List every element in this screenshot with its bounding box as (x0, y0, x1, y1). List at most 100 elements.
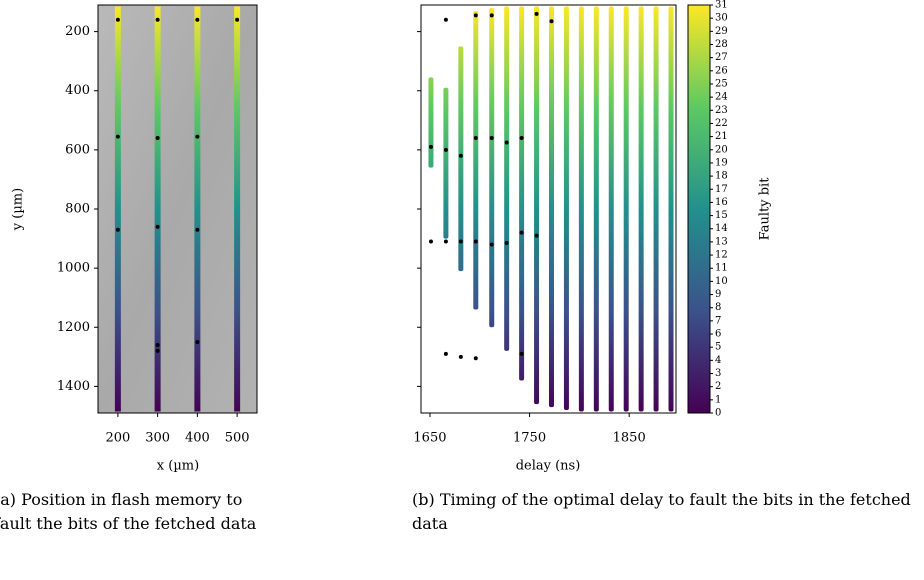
colorbar-tick-label: 25 (715, 78, 728, 89)
fault-point (195, 134, 200, 139)
x-tick-label: 1850 (613, 431, 646, 446)
fault-point (473, 239, 478, 244)
delay-column (578, 6, 584, 412)
colorbar-tick-label: 24 (715, 92, 728, 103)
fault-point (489, 136, 494, 141)
caption: (b) Timing of the optimal delay to fault… (412, 490, 911, 533)
bit-strip (234, 6, 241, 412)
bit-strip (114, 6, 121, 412)
fault-point (195, 227, 200, 232)
fault-point (195, 17, 200, 22)
fault-point (155, 17, 160, 22)
x-tick-label: 1750 (513, 431, 546, 446)
x-tick-label: 200 (105, 431, 130, 446)
x-tick-label: 500 (225, 431, 250, 446)
y-tick-label: 1400 (57, 379, 90, 394)
fault-point (443, 147, 448, 152)
colorbar-tick-label: 15 (715, 210, 728, 221)
fault-point (458, 239, 463, 244)
fault-point (519, 351, 524, 356)
fault-point (489, 13, 494, 18)
x-tick-label: 400 (185, 431, 210, 446)
y-tick-label: 1000 (57, 261, 90, 276)
delay-column (563, 6, 569, 411)
colorbar-tick-label: 10 (715, 276, 728, 287)
colorbar-tick-label: 30 (715, 13, 728, 24)
colorbar-tick-label: 31 (715, 0, 728, 11)
colorbar-tick-label: 28 (715, 39, 728, 50)
fault-point (504, 140, 509, 145)
delay-column (473, 10, 479, 310)
y-tick-label: 1200 (57, 320, 90, 335)
colorbar-tick-label: 14 (715, 223, 728, 234)
fault-point (534, 11, 539, 16)
colorbar-tick-label: 4 (715, 355, 721, 366)
fault-point (115, 134, 120, 139)
fault-point (443, 351, 448, 356)
delay-column (593, 6, 599, 412)
delay-column (608, 6, 614, 412)
y-tick-label: 200 (65, 24, 90, 39)
delay-column (653, 6, 659, 412)
fault-point (519, 136, 524, 141)
colorbar-tick-label: 9 (715, 289, 721, 300)
y-tick-label: 800 (65, 202, 90, 217)
colorbar-tick-label: 16 (715, 197, 728, 208)
fault-point (115, 227, 120, 232)
colorbar-tick-label: 6 (715, 329, 721, 340)
colorbar-tick-label: 0 (715, 408, 721, 419)
colorbar-tick-label: 5 (715, 342, 721, 353)
fault-point (428, 239, 433, 244)
fault-point (235, 17, 240, 22)
fault-point (489, 242, 494, 247)
fault-point (115, 17, 120, 22)
y-axis-label: y (µm) (11, 188, 26, 231)
colorbar-tick-label: 17 (715, 184, 728, 195)
fault-point (428, 144, 433, 149)
colorbar-tick-label: 23 (715, 105, 728, 116)
fault-point (155, 136, 160, 141)
delay-column (504, 6, 510, 351)
delay-column (638, 6, 644, 412)
colorbar-tick-label: 19 (715, 157, 728, 168)
caption: (a) Position in flash memory to fault th… (0, 490, 257, 533)
x-axis-label: x (µm) (157, 459, 199, 474)
delay-column (548, 6, 554, 408)
colorbar-tick-label: 1 (715, 394, 721, 405)
fault-point (534, 233, 539, 238)
fault-point (504, 241, 509, 245)
colorbar-tick-label: 26 (715, 65, 728, 76)
fault-point (473, 13, 478, 18)
bit-strip (194, 6, 201, 412)
delay-column (443, 87, 449, 239)
delay-column (489, 7, 495, 328)
colorbar-tick-label: 13 (715, 236, 728, 247)
fault-point (473, 136, 478, 141)
fault-point (519, 230, 524, 235)
fault-point (458, 354, 463, 359)
colorbar-tick-label: 18 (715, 171, 728, 182)
colorbar-tick-label: 20 (715, 144, 728, 155)
colorbar-tick-label: 8 (715, 302, 721, 313)
delay-column (458, 46, 464, 272)
delay-column (534, 6, 540, 405)
colorbar-tick-label: 7 (715, 315, 721, 326)
fault-point (195, 340, 200, 345)
x-axis-label: delay (ns) (516, 459, 581, 474)
fault-point (155, 224, 160, 229)
delay-column (668, 6, 674, 412)
colorbar-tick-label: 21 (715, 131, 728, 142)
fault-point (473, 356, 478, 361)
colorbar-tick-label: 22 (715, 118, 728, 129)
bit-strip (154, 6, 161, 412)
delay-column (428, 77, 434, 168)
colorbar-tick-label: 2 (715, 381, 721, 392)
colorbar-tick-label: 3 (715, 368, 721, 379)
colorbar-tick-label: 11 (715, 263, 728, 274)
y-tick-label: 600 (65, 142, 90, 157)
colorbar-tick-label: 12 (715, 250, 728, 261)
fault-point (155, 343, 160, 347)
delay-column (519, 6, 525, 381)
